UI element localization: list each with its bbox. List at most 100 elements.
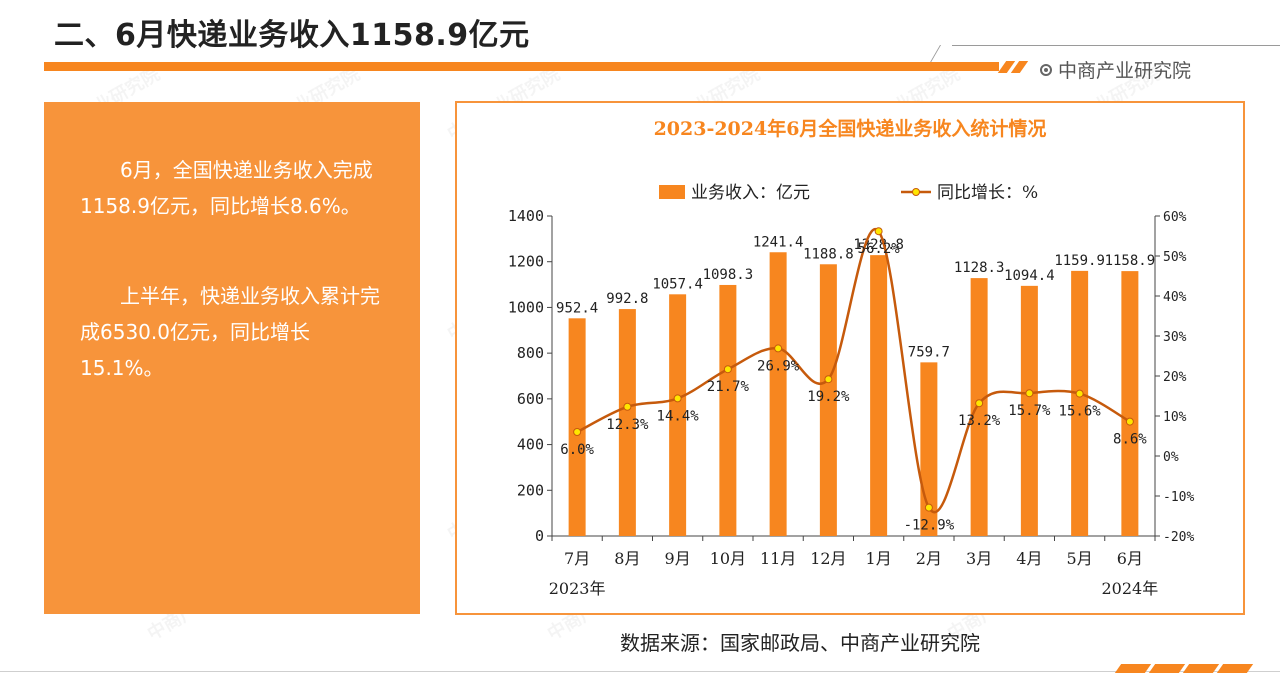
growth-value-label: 56.2% — [858, 241, 901, 257]
growth-value-label: 12.3% — [606, 417, 649, 433]
growth-value-label: 19.2% — [807, 389, 850, 405]
bar — [1020, 285, 1038, 536]
y-left-tick-label: 0 — [535, 527, 544, 545]
x-tick-label: 2月 — [916, 549, 942, 568]
header-slash-decor — [997, 61, 1032, 73]
y-left-tick-label: 1000 — [508, 298, 544, 316]
legend-label-bar: 业务收入：亿元 — [691, 183, 810, 203]
summary-paragraph-1: 6月，全国快递业务收入完成1158.9亿元，同比增长8.6%。 — [80, 158, 373, 218]
y-left-tick-label: 200 — [517, 481, 544, 499]
footer-stripe — [1148, 664, 1186, 673]
source-note: 数据来源：国家邮政局、中商产业研究院 — [620, 631, 980, 655]
brand-name: 中商产业研究院 — [1058, 60, 1192, 82]
chart-panel: 2023-2024年6月全国快递业务收入统计情况业务收入：亿元 同比增长：% 0 20… — [455, 101, 1245, 615]
y-left-tick-label: 1400 — [508, 207, 544, 225]
y-left-tick-label: 800 — [517, 344, 544, 362]
brand-logo-icon — [1040, 63, 1052, 76]
growth-value-label: -12.9% — [904, 518, 955, 534]
x-tick-label: 7月 — [564, 549, 590, 568]
growth-value-label: 8.6% — [1113, 432, 1147, 448]
x-tick-label: 9月 — [665, 549, 691, 568]
growth-point — [723, 365, 732, 374]
bar-value-label: 1098.3 — [703, 267, 754, 283]
y-right-tick-label: 40% — [1163, 290, 1187, 305]
growth-point — [673, 394, 682, 403]
y-left-tick-label: 1200 — [508, 253, 544, 271]
bar-value-label: 992.8 — [606, 291, 648, 307]
x-tick-label: 6月 — [1117, 549, 1143, 568]
x-tick-label: 4月 — [1016, 549, 1042, 568]
y-right-tick-label: 30% — [1163, 330, 1187, 345]
growth-value-label: 21.7% — [707, 379, 750, 395]
x-tick-label: 12月 — [810, 549, 846, 568]
year-label-end: 2024年 — [1102, 579, 1159, 598]
bar-value-label: 1158.9 — [1105, 253, 1156, 269]
bar — [1071, 270, 1089, 536]
growth-point — [1025, 389, 1034, 398]
brand: 中商产业研究院 — [1040, 56, 1191, 83]
bar-value-label: 759.7 — [908, 344, 950, 360]
growth-point — [774, 344, 783, 353]
bar-value-label: 1128.3 — [954, 260, 1005, 276]
footer-stripe — [1182, 664, 1220, 673]
page-title: 二、6月快递业务收入1158.9亿元 — [54, 18, 530, 53]
growth-value-label: 15.7% — [1008, 403, 1051, 419]
growth-point — [975, 399, 984, 408]
bar-value-label: 1094.4 — [1004, 268, 1055, 284]
x-tick-label: 11月 — [760, 549, 796, 568]
bar-value-label: 1057.4 — [652, 276, 703, 292]
y-right-tick-label: 0% — [1163, 450, 1179, 465]
y-right-tick-label: 10% — [1163, 410, 1187, 425]
x-tick-label: 5月 — [1067, 549, 1093, 568]
bar — [819, 264, 837, 536]
summary-paragraph-2: 上半年，快递业务收入累计完成6530.0亿元，同比增长15.1%。 — [80, 284, 380, 380]
bar — [769, 252, 787, 536]
bar — [870, 255, 888, 537]
growth-value-label: 6.0% — [560, 442, 594, 458]
footer-stripe — [1114, 664, 1152, 673]
header-divider-slant — [929, 45, 941, 63]
legend-label-growth: 同比增长：% — [937, 183, 1038, 203]
x-tick-label: 8月 — [614, 549, 640, 568]
bar-value-label: 1188.8 — [803, 246, 854, 262]
bar — [719, 284, 737, 536]
y-left-tick-label: 400 — [517, 436, 544, 454]
summary-panel: 6月，全国快递业务收入完成1158.9亿元，同比增长8.6%。 上半年，快递业务… — [44, 102, 420, 614]
growth-point — [824, 375, 833, 384]
footer-stripe — [1216, 664, 1254, 673]
growth-point — [573, 428, 582, 436]
header-divider — [952, 45, 1280, 46]
x-tick-label: 1月 — [866, 549, 892, 568]
bar — [618, 309, 636, 536]
legend-swatch-bar — [659, 185, 685, 199]
bar-value-label: 952.4 — [556, 300, 598, 316]
y-right-tick-label: 60% — [1163, 210, 1187, 225]
y-right-tick-label: 20% — [1163, 370, 1187, 385]
legend-marker-growth — [912, 188, 920, 196]
bar-value-label: 1241.4 — [753, 234, 804, 250]
growth-value-label: 14.4% — [657, 408, 700, 424]
y-right-tick-label: -10% — [1163, 490, 1194, 505]
year-label-start: 2023年 — [549, 579, 606, 598]
y-right-tick-label: 50% — [1163, 250, 1187, 265]
bar-value-label: 1159.9 — [1054, 253, 1105, 269]
bar — [568, 318, 586, 536]
bar — [1121, 271, 1139, 536]
bar — [669, 294, 687, 536]
x-tick-label: 10月 — [710, 549, 746, 568]
growth-value-label: 15.6% — [1059, 404, 1102, 420]
growth-value-label: 26.9% — [757, 358, 800, 374]
growth-point — [1125, 417, 1134, 426]
growth-point — [623, 402, 632, 411]
chart-title: 2023-2024年6月全国快递业务收入统计情况 — [654, 117, 1047, 140]
x-tick-label: 3月 — [966, 549, 992, 568]
growth-point — [874, 227, 883, 236]
y-left-tick-label: 600 — [517, 390, 544, 408]
growth-value-label: 13.2% — [958, 413, 1001, 429]
y-right-tick-label: -20% — [1163, 530, 1194, 545]
footer-divider — [0, 671, 1280, 672]
header-accent-bar — [44, 62, 999, 71]
growth-point — [924, 503, 933, 512]
growth-point — [1075, 389, 1084, 398]
